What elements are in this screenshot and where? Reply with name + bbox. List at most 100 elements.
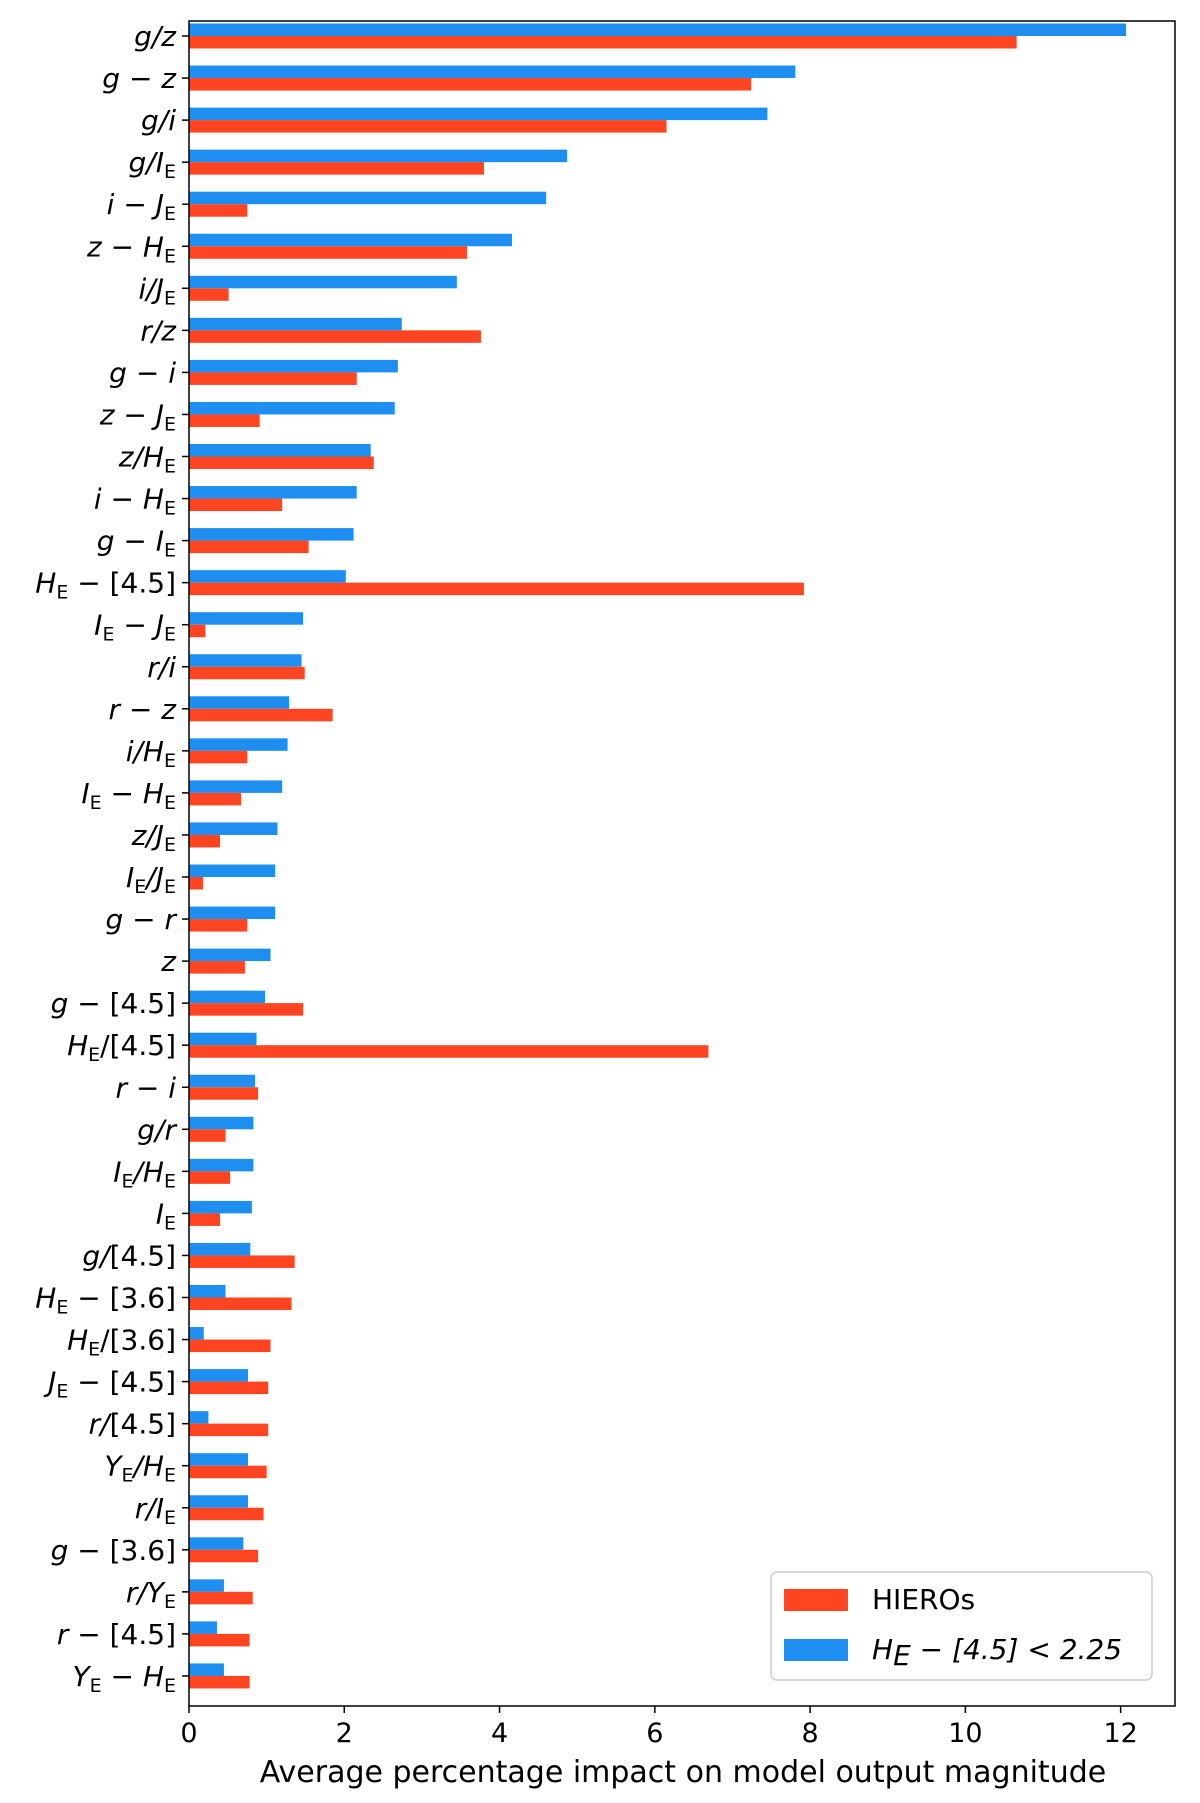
- bar-red: [189, 1507, 264, 1521]
- bar-blue: [189, 1369, 249, 1382]
- bar-red: [189, 1675, 250, 1689]
- legend-box: [770, 1571, 1153, 1681]
- bar-red: [189, 246, 467, 259]
- category-label: r/YE​: [126, 1576, 176, 1613]
- category-label: IE​/JE​: [126, 861, 176, 898]
- category-label: i/HE​: [126, 735, 176, 772]
- x-tick-label: 2: [336, 1718, 353, 1749]
- category-label: g/IE​: [129, 146, 176, 183]
- bar-blue: [189, 233, 512, 247]
- category-label: i/JE​: [139, 272, 177, 309]
- bar-red: [189, 1591, 253, 1605]
- bar-blue: [189, 822, 278, 835]
- x-axis-title: Average percentage impact on model outpu…: [260, 1755, 1106, 1790]
- bar-red: [189, 1003, 304, 1016]
- bar-blue: [189, 275, 457, 289]
- bar-blue: [189, 1495, 249, 1508]
- bar-blue: [189, 654, 302, 667]
- bar-red: [189, 1087, 259, 1100]
- bar-blue: [189, 1453, 249, 1466]
- bars-layer: [189, 23, 1127, 1689]
- bar-red: [189, 1465, 267, 1479]
- bar-red: [189, 456, 374, 469]
- bar-red: [189, 204, 248, 217]
- legend-swatch: [784, 1589, 848, 1611]
- bar-blue: [189, 1621, 217, 1634]
- bar-blue: [189, 780, 283, 793]
- bar-red: [189, 582, 804, 596]
- bar-blue: [189, 528, 354, 541]
- bar-blue: [189, 1579, 224, 1592]
- bar-blue: [189, 1116, 254, 1130]
- category-label: g − [4.5]: [51, 987, 176, 1020]
- category-label: r − z: [109, 693, 178, 726]
- bar-blue: [189, 738, 288, 751]
- category-label: JE​ − [4.5]: [43, 1366, 176, 1403]
- category-label: g/[4.5]: [82, 1239, 176, 1272]
- bar-blue: [189, 1200, 252, 1214]
- category-label: g/r: [137, 1113, 177, 1146]
- bar-blue: [189, 149, 568, 163]
- bar-blue: [189, 696, 290, 709]
- category-label: g/z: [134, 20, 177, 53]
- x-tick-label: 4: [491, 1718, 508, 1749]
- bar-red: [189, 1171, 231, 1184]
- bar-blue: [189, 1411, 209, 1424]
- category-label: IE​/HE​: [113, 1155, 176, 1192]
- bar-red: [189, 1549, 259, 1563]
- bar-blue: [189, 191, 547, 205]
- bar-blue: [189, 570, 346, 583]
- bar-red: [189, 414, 260, 427]
- category-label: i − HE​: [94, 483, 176, 520]
- bar-blue: [189, 1242, 251, 1256]
- category-label: YE​ − HE​: [73, 1660, 176, 1697]
- bar-red: [189, 498, 283, 512]
- bar-red: [189, 120, 667, 133]
- bar-red: [189, 1339, 271, 1353]
- legend-label: HE​ − [4.5] < 2.25: [872, 1633, 1122, 1672]
- category-label: g − [3.6]: [51, 1534, 176, 1567]
- bar-red: [189, 834, 221, 848]
- category-label: YE​/HE​: [104, 1450, 176, 1487]
- bar-blue: [189, 401, 395, 415]
- bar-red: [189, 540, 309, 554]
- category-label: HE​/[3.6]: [67, 1324, 176, 1361]
- bar-red: [189, 624, 206, 638]
- category-label: g/i: [141, 104, 176, 137]
- bar-blue: [189, 359, 398, 373]
- bar-red: [189, 288, 229, 301]
- category-label: z − JE​: [99, 398, 176, 435]
- bar-blue: [189, 65, 796, 79]
- category-labels: g/z g − z g/i g/IE​ i − JE​ z − HE​ i/JE​ r/z g …: [35, 20, 189, 1697]
- bar-blue: [189, 1537, 244, 1550]
- category-label: r/i: [147, 651, 176, 684]
- bar-blue: [189, 107, 768, 121]
- category-label: HE​ − [4.5]: [35, 567, 176, 604]
- bar-blue: [189, 1327, 204, 1340]
- bar-red: [189, 961, 245, 974]
- legend-label: HIEROs: [872, 1583, 975, 1616]
- bar-blue: [189, 612, 304, 625]
- category-label: r − i: [115, 1071, 176, 1104]
- bar-red: [189, 36, 1017, 49]
- category-label: IE​: [156, 1197, 176, 1234]
- category-label: HE​/[4.5]: [67, 1029, 176, 1066]
- category-label: r/z: [140, 314, 177, 347]
- bar-blue: [189, 1285, 226, 1298]
- bar-red: [189, 1045, 709, 1058]
- category-label: g − r: [105, 903, 177, 936]
- category-label: z: [160, 945, 177, 978]
- bar-red: [189, 372, 357, 385]
- plot-frame: [188, 20, 1176, 1707]
- bar-red: [189, 919, 248, 932]
- bar-blue: [189, 317, 402, 331]
- bar-red: [189, 877, 203, 890]
- x-tick-label: 6: [646, 1718, 663, 1749]
- category-label: HE​ − [3.6]: [35, 1282, 176, 1319]
- bar-blue: [189, 1032, 257, 1046]
- bar-blue: [189, 1074, 255, 1088]
- bar-red: [189, 1297, 292, 1310]
- bar-red: [189, 708, 333, 722]
- bar-blue: [189, 486, 357, 499]
